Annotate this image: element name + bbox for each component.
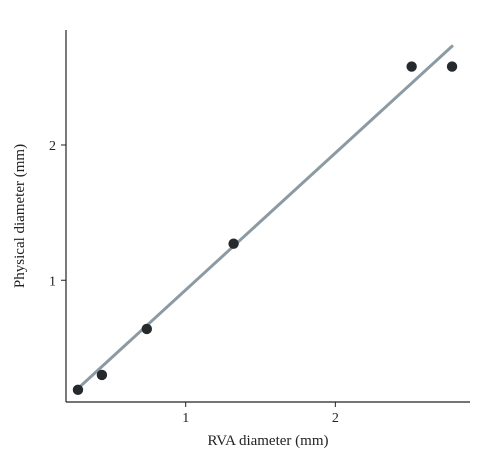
x-tick-label: 2 [332, 411, 339, 426]
data-point [72, 384, 84, 396]
data-point [228, 238, 239, 249]
data-point [141, 323, 152, 335]
data-points [72, 61, 458, 396]
x-tick-label: 1 [182, 411, 189, 426]
y-tick-label: 1 [49, 274, 56, 289]
x-axis-title: RVA diameter (mm) [207, 433, 328, 449]
data-point [406, 61, 417, 72]
fit-line-group [76, 44, 454, 390]
y-tick-label: 2 [49, 139, 56, 154]
ticks: 1 2 1 2 [49, 139, 339, 426]
axes [65, 30, 470, 403]
y-axis-title: Physical diameter (mm) [12, 144, 28, 288]
fit-line [76, 44, 454, 390]
data-point [96, 369, 108, 381]
data-point [446, 61, 458, 72]
